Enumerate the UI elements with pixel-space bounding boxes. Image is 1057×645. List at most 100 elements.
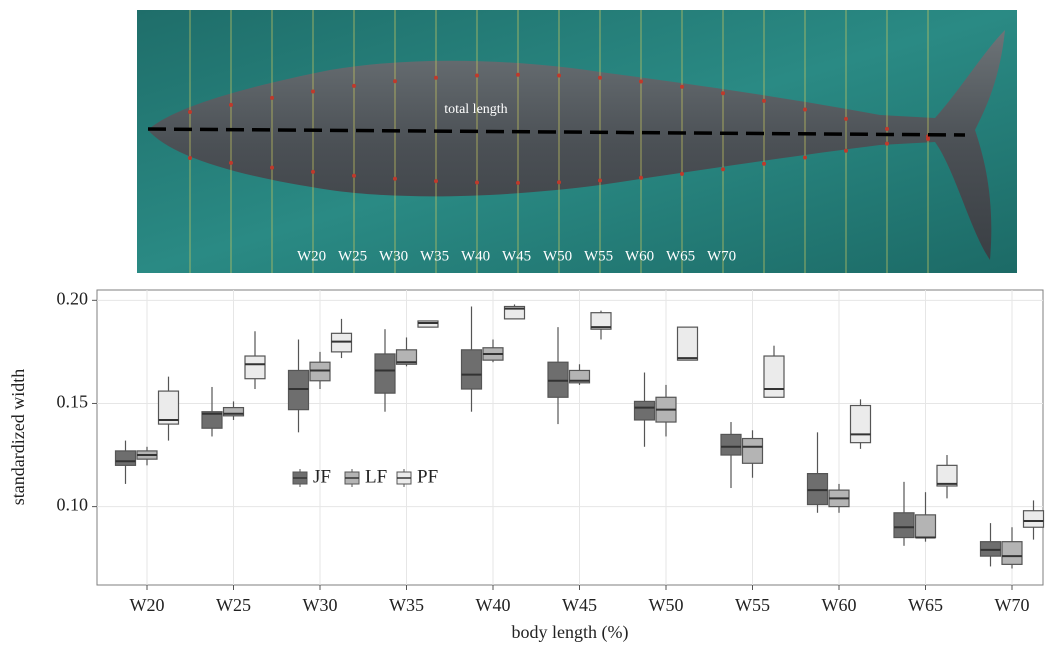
- width-label: W20: [297, 248, 326, 264]
- measure-lines: [188, 10, 930, 273]
- box: [676, 326, 699, 361]
- box-group: [936, 455, 958, 499]
- box-group: [244, 331, 266, 390]
- box-group: [849, 399, 872, 449]
- box: [590, 312, 612, 330]
- box-group: [157, 376, 180, 441]
- width-labels: W20 W25 W30 W35 W40 W45 W50 W55 W60 W65 W70: [297, 248, 736, 264]
- box-group: [417, 320, 439, 328]
- x-tick-label: W20: [130, 595, 165, 615]
- box: [244, 355, 266, 380]
- box-group: [136, 446, 158, 466]
- measure-dot: [393, 79, 397, 84]
- y-tick-label: 0.15: [57, 392, 89, 412]
- width-label: W50: [543, 248, 572, 264]
- measure-dot: [762, 161, 766, 166]
- box-group: [374, 329, 396, 412]
- measure-dot: [352, 83, 356, 88]
- box-group: [633, 372, 656, 447]
- box: [741, 437, 764, 464]
- measure-dot: [762, 98, 766, 103]
- box: [720, 433, 742, 456]
- box: [374, 353, 396, 394]
- measure-dot: [229, 102, 233, 107]
- measure-dot: [475, 180, 479, 185]
- box-group: [503, 304, 526, 320]
- measure-dot: [393, 176, 397, 181]
- width-label: W30: [379, 248, 408, 264]
- measure-dot: [557, 73, 561, 78]
- box-group: [287, 339, 310, 433]
- whale-photo: total length W20 W25 W30 W35 W40 W45 W50 W55 W60…: [137, 10, 1017, 273]
- measure-dot: [680, 171, 684, 176]
- box: [763, 355, 785, 398]
- measure-dot: [229, 160, 233, 165]
- box-group: [828, 483, 850, 513]
- annotation: total length: [444, 102, 507, 117]
- x-tick-label: W50: [649, 595, 684, 615]
- box: [201, 411, 223, 429]
- length-line: [147, 127, 966, 137]
- box-group: [1001, 527, 1023, 569]
- box-group: [395, 337, 418, 367]
- plot: [114, 304, 1045, 569]
- box: [157, 390, 180, 425]
- legend-label: LF: [365, 466, 387, 487]
- width-label: W55: [584, 248, 613, 264]
- box-group: [460, 306, 483, 412]
- box: [395, 349, 418, 365]
- width-label: W60: [625, 248, 654, 264]
- x-tick-label: W45: [562, 595, 597, 615]
- box: [222, 406, 245, 417]
- width-label: W65: [666, 248, 695, 264]
- box-group: [222, 401, 245, 420]
- width-label: W45: [502, 248, 531, 264]
- measure-dot: [639, 79, 643, 84]
- box: [633, 400, 656, 421]
- x-tick-label: W55: [735, 595, 770, 615]
- whale: [148, 30, 1005, 260]
- box-group: [482, 339, 504, 363]
- box: [287, 369, 310, 411]
- box-group: [741, 430, 764, 478]
- measure-dot: [639, 175, 643, 180]
- width-label: W35: [420, 248, 449, 264]
- measure-dot: [844, 148, 848, 153]
- y-axis-title: standardized width: [8, 369, 28, 505]
- box: [1001, 541, 1023, 565]
- box-group: [201, 386, 223, 437]
- box-group: [676, 326, 699, 361]
- box: [1022, 510, 1045, 528]
- measure-dot: [352, 173, 356, 178]
- measure-dot: [803, 155, 807, 160]
- legend-label: JF: [313, 466, 331, 487]
- measure-dot: [885, 141, 889, 146]
- plot-panel: [96, 289, 1044, 586]
- box: [547, 361, 569, 398]
- measure-dot: [516, 72, 520, 77]
- x-tick-label: W60: [822, 595, 857, 615]
- x-tick-label: W70: [995, 595, 1030, 615]
- box: [309, 361, 331, 382]
- box-group: [547, 327, 569, 425]
- measure-dot: [188, 110, 192, 114]
- measure-dot: [598, 178, 602, 183]
- legend-label: PF: [417, 466, 438, 487]
- measure-dot: [270, 95, 274, 100]
- box-group: [568, 364, 591, 385]
- box-group: [655, 384, 677, 437]
- measure-dot: [434, 75, 438, 80]
- measure-dot: [270, 165, 274, 170]
- box: [503, 305, 526, 320]
- measure-dot: [598, 75, 602, 80]
- box: [893, 512, 915, 539]
- box: [114, 450, 137, 466]
- measure-dot: [721, 91, 725, 96]
- measure-dot: [516, 180, 520, 185]
- box: [849, 404, 872, 444]
- box: [460, 349, 483, 390]
- measure-dot: [475, 73, 479, 78]
- y-tick-label: 0.10: [57, 495, 89, 515]
- box-group: [720, 422, 742, 489]
- box-group: [806, 432, 829, 513]
